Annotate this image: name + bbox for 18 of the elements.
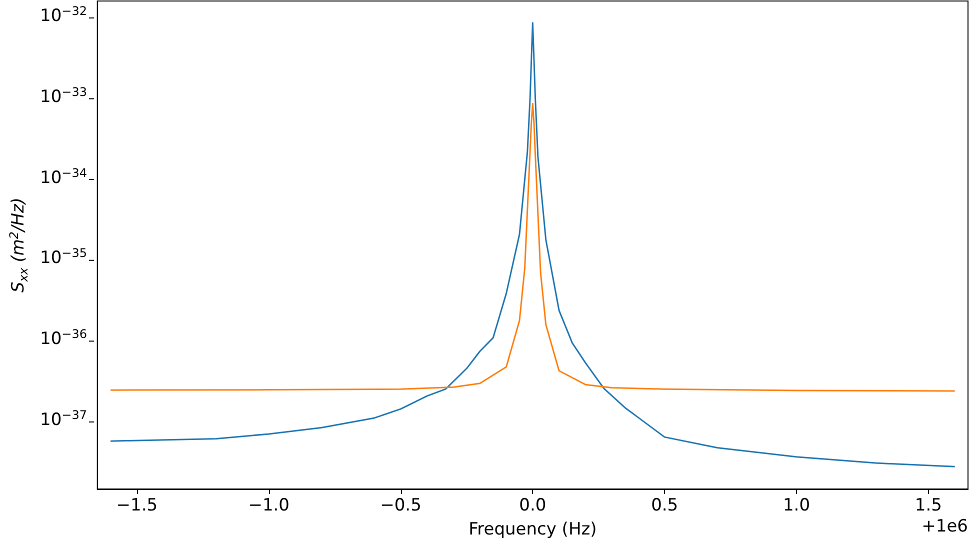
y-tick-label: 10$^{−36}$ <box>40 327 87 350</box>
text: +1e6 <box>922 516 968 536</box>
y-tick-label: 10$^{−37}$ <box>40 408 87 430</box>
y-tick-label: 10$^{−35}$ <box>40 246 87 268</box>
x-tick-label: 0.0 <box>519 496 546 516</box>
y-axis-title: Sxx (m2/Hz) <box>7 197 30 293</box>
y-tick-label: 10$^{−34}$ <box>40 166 87 188</box>
x-tick-label: −1.5 <box>116 496 158 516</box>
x-tick-label: 0.5 <box>651 496 678 516</box>
x-tick-label: −0.5 <box>380 496 422 516</box>
x-tick-label: −1.0 <box>248 496 290 516</box>
x-axis-title: Frequency (Hz) <box>468 520 597 540</box>
x-tick-label: 1.5 <box>914 496 942 516</box>
x-tick-label: 1.0 <box>782 496 810 516</box>
y-tick-label: 10$^{−32}$ <box>40 4 87 26</box>
line-series <box>110 102 956 392</box>
line-series <box>110 22 956 468</box>
y-tick-label: 10$^{−33}$ <box>40 84 87 107</box>
